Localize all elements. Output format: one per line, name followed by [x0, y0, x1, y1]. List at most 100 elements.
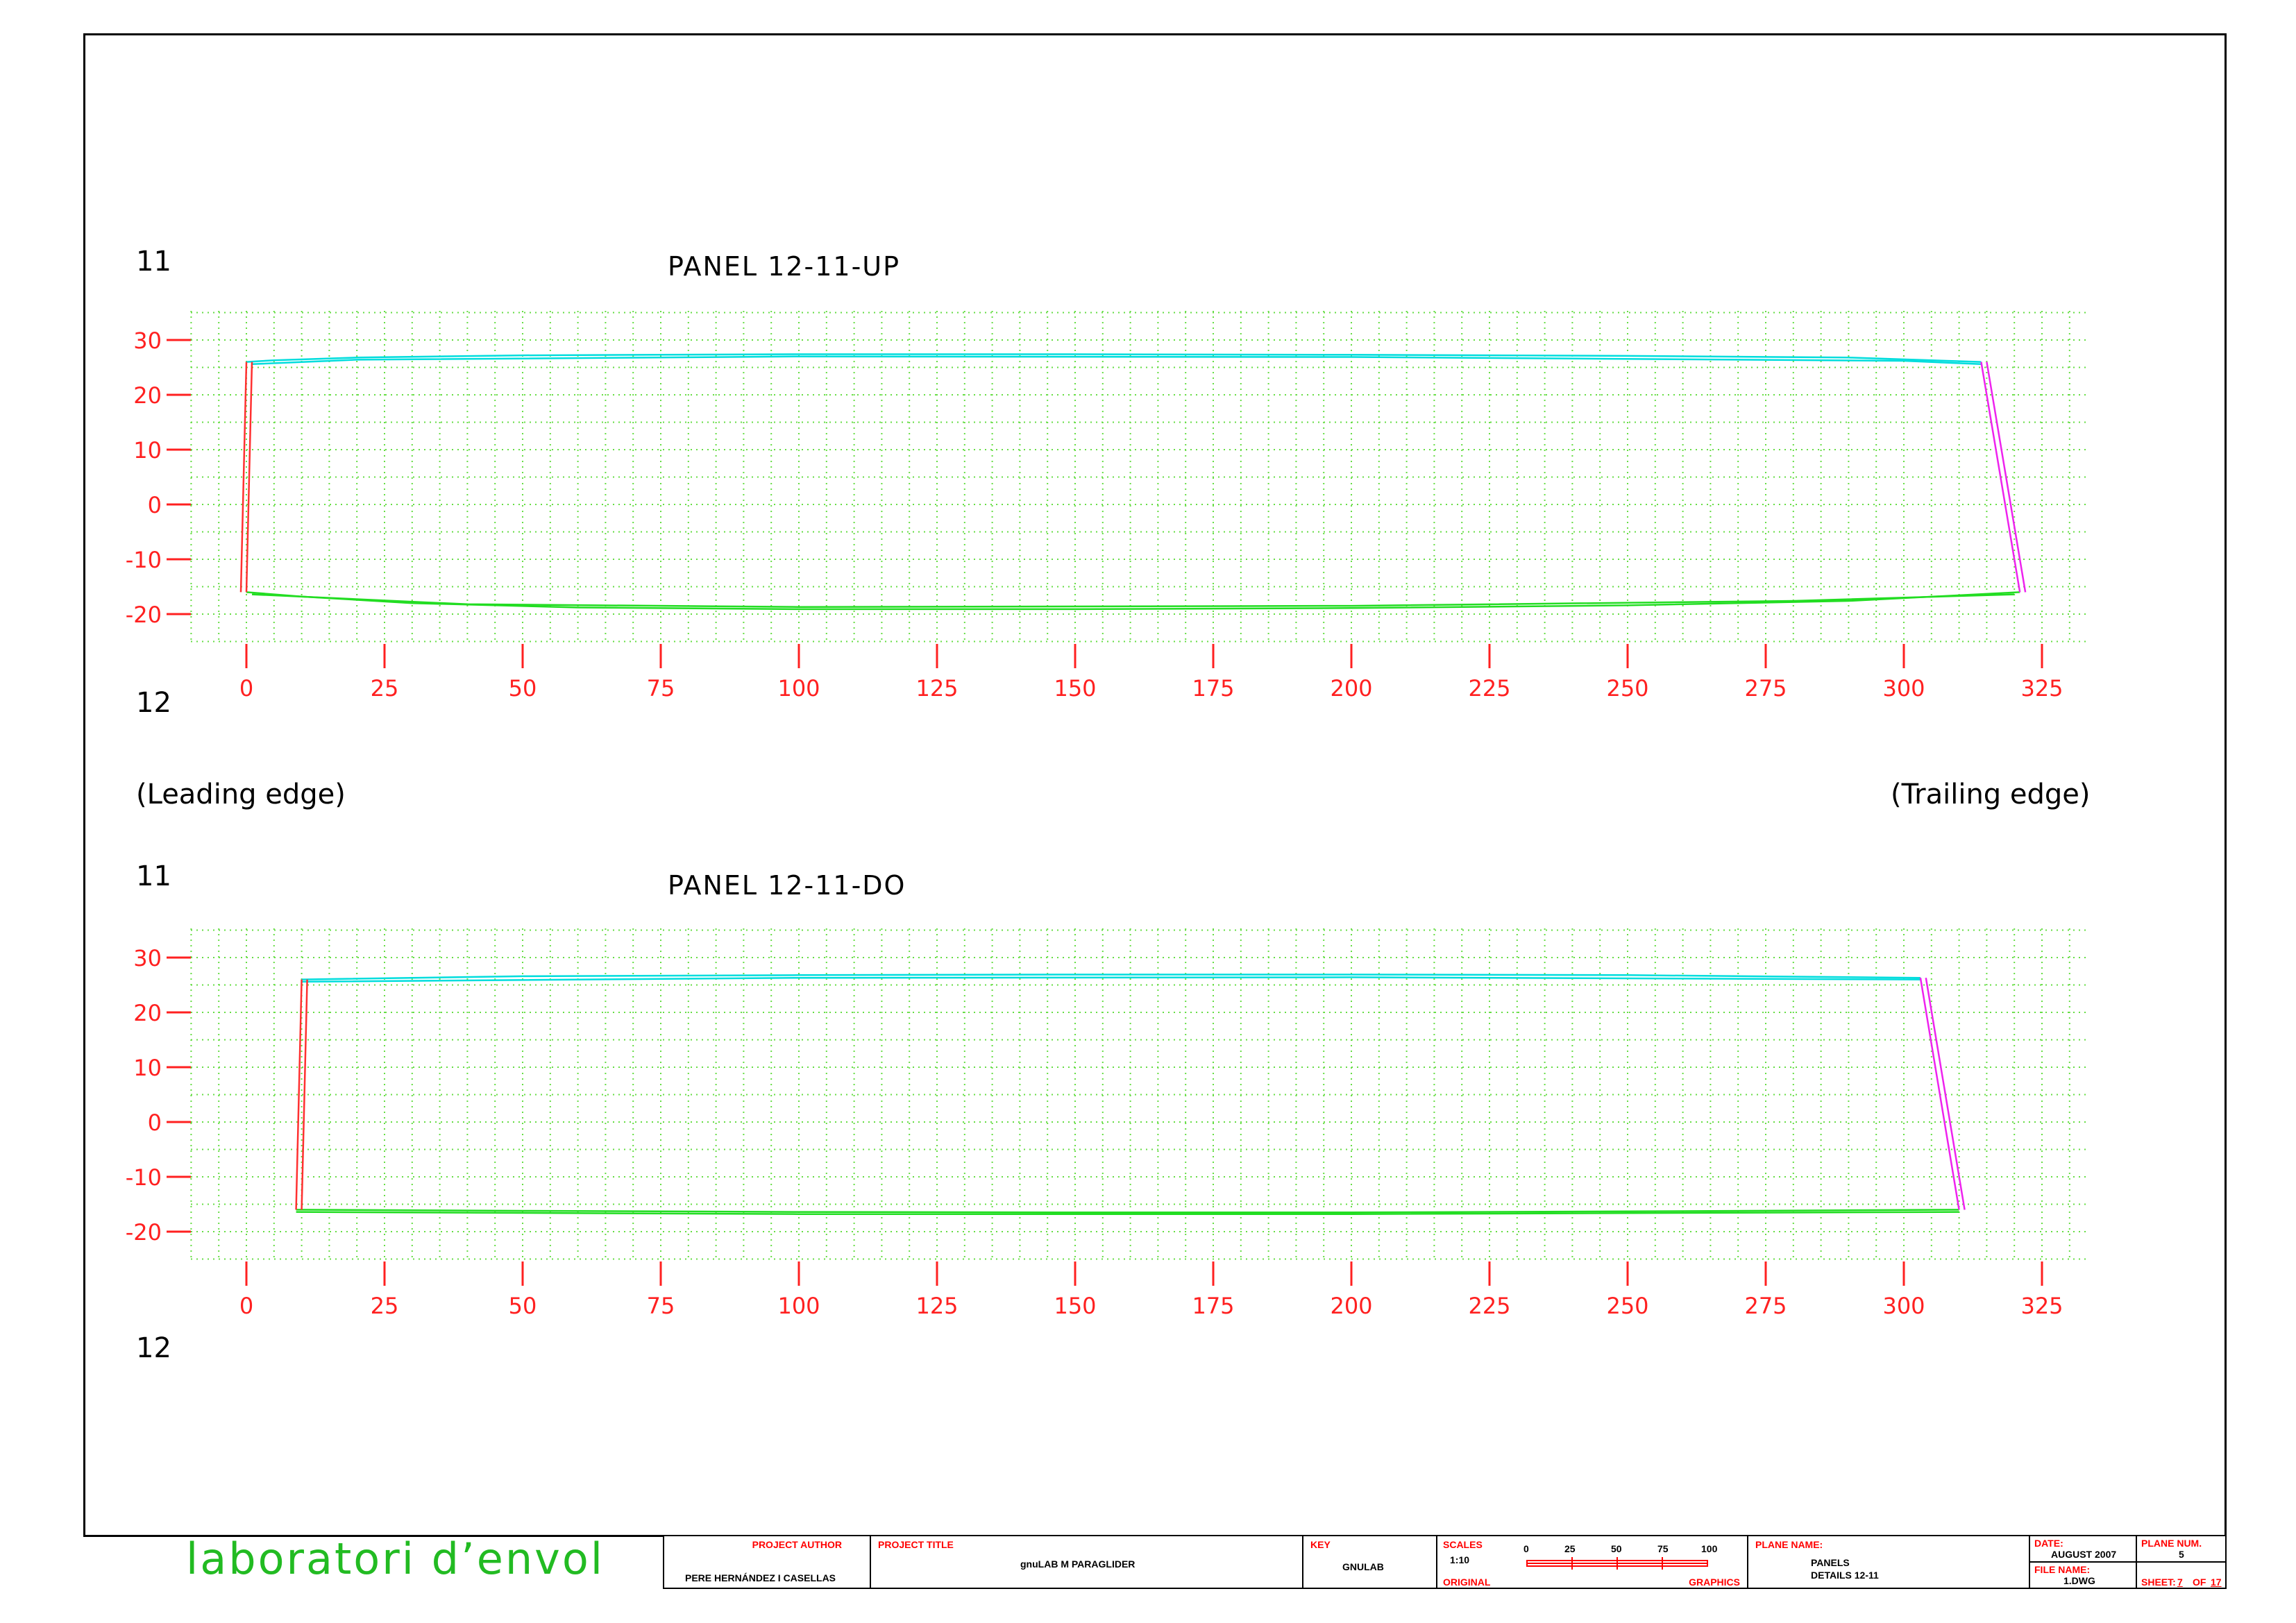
x-tick-label: 300: [1882, 675, 1925, 702]
plane-num-label: PLANE NUM.: [2141, 1538, 2202, 1549]
x-tick-label: 325: [2020, 675, 2063, 702]
y-tick-label: -20: [126, 1219, 162, 1246]
x-tick-label: 125: [915, 1293, 958, 1319]
scale-bar: [1526, 1557, 1708, 1570]
x-tick-label: 100: [777, 675, 820, 702]
scale-bar-tick-label: 100: [1701, 1543, 1718, 1554]
panel-outline: [1986, 362, 2027, 593]
x-tick-label: 175: [1192, 675, 1234, 702]
x-tick-label: 250: [1606, 1293, 1648, 1319]
plane-name-detail: DETAILS 12-11: [1811, 1570, 1879, 1581]
sheet-of: OF: [2193, 1577, 2206, 1588]
date-value: AUGUST 2007: [2051, 1549, 2117, 1560]
panel-outline: [301, 974, 1921, 980]
plane-num-value: 5: [2179, 1549, 2184, 1560]
x-tick-label: 50: [509, 675, 537, 702]
sheet-label: SHEET:: [2141, 1577, 2176, 1588]
panel-outline: [246, 353, 1982, 363]
x-tick-label: 200: [1330, 1293, 1372, 1319]
x-tick-label: 275: [1744, 675, 1787, 702]
plane-name: PANELS: [1811, 1557, 1850, 1568]
x-tick-label: 225: [1468, 675, 1510, 702]
key-value: GNULAB: [1342, 1561, 1384, 1572]
panel-outline: [296, 1211, 1959, 1215]
rib-label-top: 11: [136, 860, 171, 892]
original-label: ORIGINAL: [1443, 1577, 1491, 1588]
plane-num-cell: PLANE NUM. 5: [2136, 1535, 2227, 1563]
x-tick-label: 300: [1882, 1293, 1925, 1319]
x-tick-label: 225: [1468, 1293, 1510, 1319]
date-cell: DATE: AUGUST 2007: [2029, 1535, 2137, 1563]
file-name-cell: FILE NAME: 1.DWG: [2029, 1561, 2137, 1589]
x-tick-label: 200: [1330, 675, 1372, 702]
x-tick-label: 75: [647, 1293, 675, 1319]
panel-outline: [1925, 977, 1966, 1210]
key-label: KEY: [1310, 1539, 1331, 1550]
sheet-total: 17: [2211, 1577, 2222, 1588]
company-logo: laboratori d’envol: [186, 1533, 605, 1584]
panel-title: PANEL 12-11-DO: [668, 870, 906, 901]
x-tick-label: 175: [1192, 1293, 1234, 1319]
trailing-edge-label: (Trailing edge): [1891, 779, 2091, 810]
scale-bar-tick-label: 50: [1611, 1543, 1622, 1554]
panel-outline: [239, 362, 248, 593]
panel-outline: [245, 362, 253, 593]
sheet-cell: SHEET: 7 OF 17: [2136, 1561, 2227, 1589]
panel-outline: [296, 1209, 1959, 1214]
rib-label-bottom: 12: [136, 1332, 171, 1364]
panel-outline: [301, 979, 308, 1210]
project-title-cell: PROJECT TITLE gnuLAB M PARAGLIDER: [870, 1535, 1303, 1589]
y-tick-label: 10: [133, 437, 162, 464]
project-title-label: PROJECT TITLE: [878, 1539, 954, 1550]
panel-outline: [295, 979, 303, 1210]
scale-bar-tick-label: 75: [1657, 1543, 1669, 1554]
y-tick-label: 20: [133, 1000, 162, 1026]
graphics-label: GRAPHICS: [1689, 1577, 1740, 1588]
plane-name-label: PLANE NAME:: [1755, 1539, 1823, 1550]
x-tick-label: 50: [509, 1293, 537, 1319]
leading-edge-label: (Leading edge): [136, 779, 346, 810]
x-tick-label: 0: [239, 675, 253, 702]
y-tick-label: 30: [133, 945, 162, 971]
panel-outline: [301, 976, 1921, 983]
panel-outline: [1919, 977, 1960, 1210]
x-tick-label: 125: [915, 675, 958, 702]
key-cell: KEY GNULAB: [1302, 1535, 1437, 1589]
y-tick-label: -20: [126, 602, 162, 628]
x-tick-label: 100: [777, 1293, 820, 1319]
x-tick-label: 25: [371, 675, 399, 702]
x-tick-label: 0: [239, 1293, 253, 1319]
scale-bar-tick-label: 25: [1564, 1543, 1576, 1554]
y-tick-label: 30: [133, 328, 162, 354]
panel-outline: [1980, 362, 2021, 593]
rib-label-bottom: 12: [136, 687, 171, 719]
y-tick-label: 0: [148, 492, 162, 518]
date-label: DATE:: [2034, 1538, 2063, 1549]
scales-label: SCALES: [1443, 1539, 1483, 1550]
y-tick-label: 0: [148, 1110, 162, 1136]
sheet-number: 7: [2177, 1577, 2183, 1588]
file-name-label: FILE NAME:: [2034, 1564, 2091, 1575]
project-author-cell: PROJECT AUTHOR PERE HERNÁNDEZ I CASELLAS: [663, 1535, 871, 1589]
y-tick-label: 20: [133, 382, 162, 409]
plane-name-cell: PLANE NAME: PANELS DETAILS 12-11: [1747, 1535, 2030, 1589]
x-tick-label: 150: [1054, 1293, 1096, 1319]
x-tick-label: 250: [1606, 675, 1648, 702]
y-tick-label: -10: [126, 1164, 162, 1191]
panel-outline: [251, 593, 2015, 608]
scale-value: 1:10: [1450, 1554, 1470, 1565]
panel-outline: [251, 355, 1982, 366]
x-tick-label: 150: [1054, 675, 1096, 702]
project-title: gnuLAB M PARAGLIDER: [1020, 1558, 1136, 1570]
x-tick-label: 25: [371, 1293, 399, 1319]
y-tick-label: 10: [133, 1055, 162, 1081]
x-tick-label: 325: [2020, 1293, 2063, 1319]
panel-title: PANEL 12-11-UP: [668, 251, 901, 282]
x-tick-label: 275: [1744, 1293, 1787, 1319]
project-author-label: PROJECT AUTHOR: [752, 1539, 842, 1550]
scales-cell: SCALES 1:10 ORIGINAL GRAPHICS 0 25 50 75…: [1436, 1535, 1748, 1589]
scale-bar-tick-label: 0: [1523, 1543, 1529, 1554]
